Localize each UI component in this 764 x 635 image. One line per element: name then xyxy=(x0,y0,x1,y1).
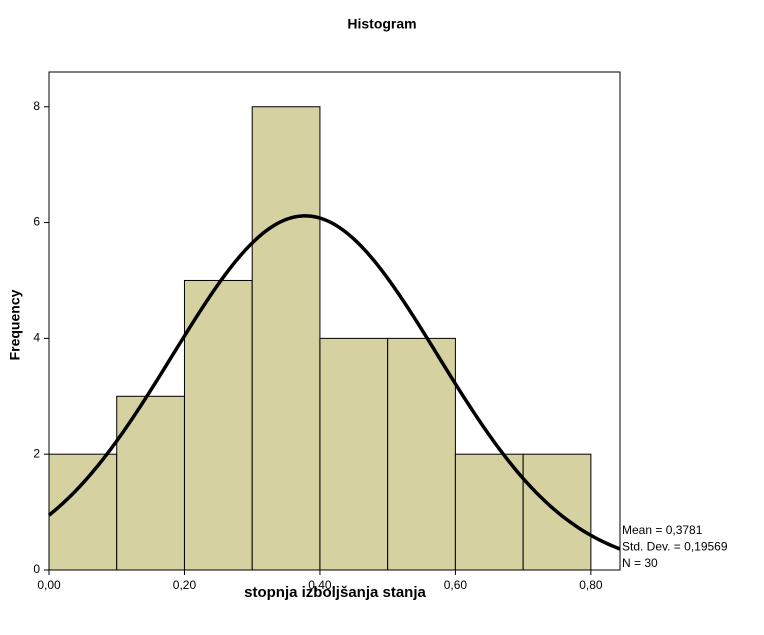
normal-curve xyxy=(47,214,621,551)
y-tick-label: 4 xyxy=(33,331,40,345)
bar xyxy=(454,453,524,571)
y-axis-label: Frequency xyxy=(7,289,23,360)
x-tick-label: 0,00 xyxy=(37,578,61,592)
y-tick-label: 8 xyxy=(33,99,40,113)
x-tick-label: 0,40 xyxy=(308,578,332,592)
bar xyxy=(116,395,185,571)
bar xyxy=(319,337,389,571)
x-tick-label: 0,20 xyxy=(173,578,197,592)
chart-title: Histogram xyxy=(347,16,416,32)
stat-label: Std. Dev. = 0,19569 xyxy=(622,540,728,554)
bar xyxy=(387,337,456,571)
x-axis-label: stopnja izboljšanja stanja xyxy=(244,584,426,601)
bar xyxy=(251,106,321,571)
bar xyxy=(48,453,118,571)
y-tick-label: 2 xyxy=(33,446,40,460)
x-tick-label: 0,80 xyxy=(579,578,603,592)
bar xyxy=(183,279,253,571)
stat-label: Mean = 0,3781 xyxy=(622,523,703,537)
stat-label: N = 30 xyxy=(622,556,658,570)
y-tick-label: 6 xyxy=(33,215,40,229)
x-tick-label: 0,60 xyxy=(444,578,468,592)
y-tick-label: 0 xyxy=(33,562,40,576)
